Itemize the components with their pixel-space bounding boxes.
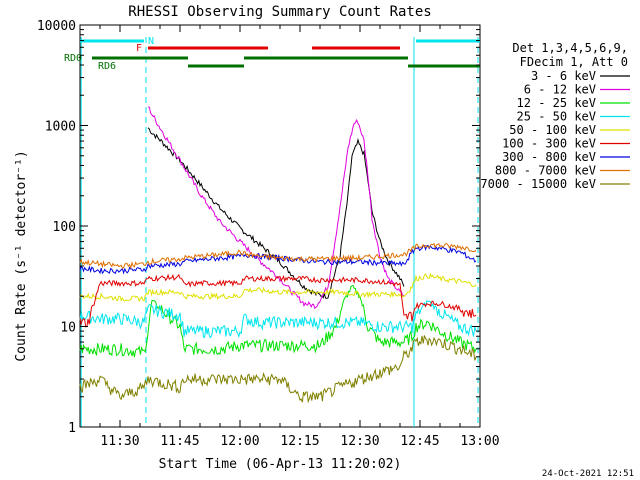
legend-entry-label: 50 - 100 keV: [509, 123, 596, 137]
legend-entry-label: 12 - 25 keV: [517, 96, 596, 110]
flag-label: RD6: [98, 61, 116, 72]
flag-label: RD0: [64, 53, 82, 64]
legend-entry-label: 800 - 7000 keV: [495, 164, 596, 178]
x-tick-label: 11:30: [100, 434, 139, 449]
y-tick-label: 1000: [45, 120, 76, 135]
chart-title: RHESSI Observing Summary Count Rates: [128, 4, 431, 20]
legend-entry-label: 300 - 800 keV: [502, 150, 596, 164]
y-axis-label: Count Rate (s⁻¹ detector⁻¹): [14, 150, 29, 361]
flag-label: F: [136, 43, 142, 54]
legend-entry-label: 100 - 300 keV: [502, 137, 596, 151]
x-tick-label: 12:30: [340, 434, 379, 449]
x-tick-label: 12:15: [280, 434, 319, 449]
plot-area: [79, 24, 481, 428]
legend-entry-label: 7000 - 15000 keV: [480, 177, 596, 191]
series-line: [79, 244, 477, 275]
series-line: [79, 299, 477, 339]
legend-header-2: FDecim 1, Att 0: [520, 55, 628, 69]
legend: Det 1,3,4,5,6,9, FDecim 1, Att 0 3 - 6 k…: [480, 41, 630, 191]
series-line: [79, 284, 477, 358]
legend-entry-label: 25 - 50 keV: [517, 110, 596, 124]
y-tick-label: 10: [60, 321, 76, 336]
y-tick-label: 100: [53, 220, 76, 235]
x-axis: 11:30 11:45 12:00 12:15 12:30 12:45 13:00: [79, 25, 500, 449]
y-tick-label: 10000: [37, 19, 76, 34]
plot-frame: [79, 24, 481, 428]
x-axis-label: Start Time (06-Apr-13 11:20:02): [159, 457, 402, 472]
night-lines: [80, 37, 479, 427]
legend-header-1: Det 1,3,4,5,6,9,: [512, 41, 628, 55]
series-line: [79, 335, 477, 404]
series-line: [79, 272, 477, 303]
y-axis: 1 10 100 1000 10000: [37, 19, 480, 436]
series-line: [79, 242, 477, 270]
y-tick-label: 1: [68, 421, 76, 436]
legend-entry-label: 3 - 6 keV: [531, 69, 596, 83]
series-layer: [79, 106, 477, 404]
x-tick-label: 12:00: [220, 434, 259, 449]
x-tick-label: 11:45: [160, 434, 199, 449]
legend-entry-label: 6 - 12 keV: [524, 83, 596, 97]
flag-label: N: [148, 36, 154, 47]
series-line: [79, 273, 477, 328]
flags-layer: NF RD0 RD6: [64, 36, 480, 72]
x-tick-label: 13:00: [460, 434, 499, 449]
x-tick-label: 12:45: [400, 434, 439, 449]
timestamp: 24-Oct-2021 12:51: [542, 469, 634, 479]
series-line: [147, 106, 405, 310]
